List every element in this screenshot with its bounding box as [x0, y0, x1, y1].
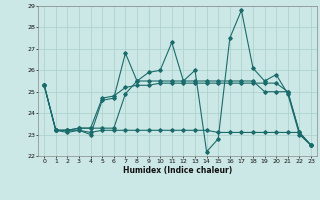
X-axis label: Humidex (Indice chaleur): Humidex (Indice chaleur) [123, 166, 232, 175]
